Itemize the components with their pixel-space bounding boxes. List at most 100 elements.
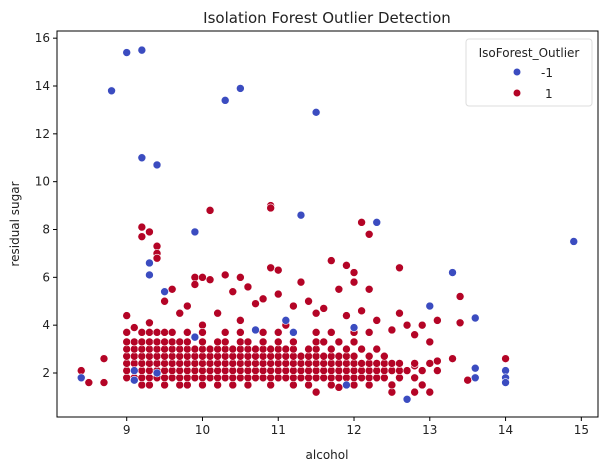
point-inlier	[266, 344, 275, 354]
point-inlier	[122, 359, 132, 368]
point-inlier	[326, 373, 336, 383]
point-inlier	[137, 351, 147, 361]
point-inlier	[175, 344, 185, 354]
point-inlier	[304, 351, 313, 361]
point-inlier	[198, 351, 207, 361]
point-inlier	[205, 351, 215, 361]
point-inlier	[145, 380, 154, 390]
point-inlier	[145, 337, 154, 347]
point-inlier	[145, 318, 154, 328]
point-inlier	[425, 359, 435, 368]
point-inlier	[326, 328, 336, 337]
point-inlier	[160, 359, 169, 368]
point-inlier	[372, 366, 382, 375]
point-inlier	[258, 366, 268, 375]
point-inlier	[152, 328, 162, 337]
point-inlier	[198, 366, 207, 375]
point-inlier	[433, 366, 442, 375]
point-inlier	[387, 359, 397, 368]
point-outlier	[145, 258, 154, 268]
point-outlier	[342, 380, 351, 390]
point-inlier	[281, 351, 291, 361]
point-inlier	[258, 337, 268, 347]
point-inlier	[289, 366, 298, 375]
point-inlier	[152, 337, 162, 347]
y-axis: 2 4 6 8 10 12 14 16	[35, 31, 57, 380]
point-inlier	[266, 351, 275, 361]
point-inlier	[137, 344, 147, 354]
point-inlier	[273, 289, 283, 299]
y-tick-label: 10	[35, 175, 50, 189]
point-inlier	[198, 328, 207, 337]
point-inlier	[296, 359, 306, 368]
x-tick-label: 12	[346, 423, 361, 437]
point-inlier	[167, 366, 177, 375]
point-outlier	[129, 375, 139, 385]
point-inlier	[304, 366, 313, 375]
point-outlier	[251, 325, 260, 335]
point-inlier	[334, 284, 344, 294]
point-inlier	[175, 351, 185, 361]
point-inlier	[152, 253, 162, 263]
point-inlier	[304, 344, 313, 354]
point-inlier	[167, 344, 177, 354]
plot-frame	[56, 30, 599, 418]
point-outlier	[349, 323, 359, 332]
point-outlier	[311, 108, 321, 117]
point-inlier	[289, 301, 298, 311]
x-tick-label: 13	[422, 423, 437, 437]
point-inlier	[243, 366, 253, 375]
point-inlier	[160, 328, 169, 337]
point-inlier	[213, 308, 222, 318]
point-inlier	[319, 351, 329, 361]
point-inlier	[175, 337, 185, 347]
point-outlier	[425, 301, 435, 311]
point-inlier	[213, 337, 222, 347]
point-inlier	[289, 380, 298, 390]
point-inlier	[319, 373, 329, 383]
point-inlier	[205, 344, 215, 354]
point-inlier	[395, 373, 404, 383]
point-inlier	[281, 344, 291, 354]
point-inlier	[122, 328, 132, 337]
point-inlier	[342, 344, 351, 354]
point-inlier	[326, 366, 336, 375]
point-inlier	[342, 351, 351, 361]
point-inlier	[137, 366, 147, 375]
point-inlier	[266, 203, 275, 213]
point-inlier	[266, 366, 275, 375]
point-inlier	[198, 344, 207, 354]
point-inlier	[122, 344, 132, 354]
point-inlier	[190, 344, 200, 354]
point-inlier	[395, 366, 404, 375]
point-inlier	[258, 344, 268, 354]
point-inlier	[220, 337, 230, 347]
point-inlier	[319, 304, 329, 313]
point-inlier	[243, 351, 253, 361]
point-inlier	[183, 301, 192, 311]
point-inlier	[311, 373, 321, 383]
point-inlier	[160, 373, 169, 383]
point-outlier	[470, 363, 480, 373]
point-inlier	[410, 330, 419, 340]
point-inlier	[243, 282, 253, 292]
y-axis-label: residual sugar	[8, 181, 22, 266]
point-inlier	[433, 316, 442, 325]
point-outlier	[470, 313, 480, 323]
point-inlier	[183, 359, 192, 368]
legend-marker-neg1	[513, 68, 521, 76]
point-inlier	[364, 328, 374, 337]
y-tick-label: 12	[35, 127, 50, 141]
point-inlier	[243, 380, 253, 390]
point-inlier	[129, 351, 139, 361]
point-inlier	[342, 366, 351, 375]
point-outlier	[137, 45, 147, 55]
point-inlier	[137, 328, 147, 337]
x-tick-label: 11	[271, 423, 286, 437]
point-inlier	[273, 337, 283, 347]
point-inlier	[349, 337, 359, 347]
point-inlier	[205, 275, 215, 285]
point-inlier	[228, 373, 238, 383]
point-inlier	[220, 359, 230, 368]
point-inlier	[183, 328, 192, 337]
